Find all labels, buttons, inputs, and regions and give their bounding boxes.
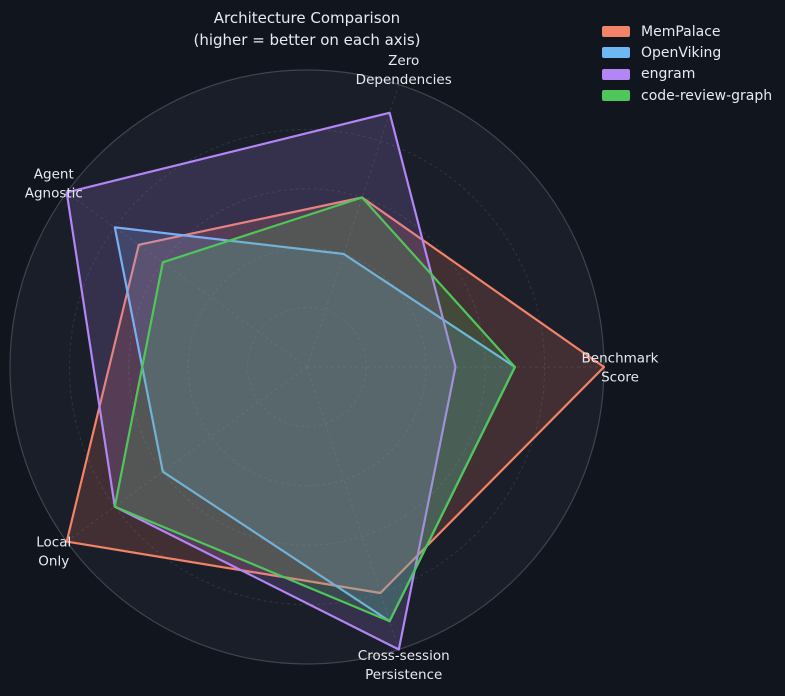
axis-label-zero-dependencies: Zero Dependencies <box>356 53 452 88</box>
legend-swatch-mempalace <box>602 26 630 38</box>
grid-ring <box>187 247 427 487</box>
axis-label-cross-session-persistence: Cross-session Persistence <box>358 648 450 683</box>
legend-swatch-code-review-graph <box>602 90 630 102</box>
series-polygon-engram <box>65 111 457 651</box>
legend-label-mempalace: MemPalace <box>641 23 721 40</box>
grid-ring <box>128 188 486 546</box>
axis-spoke <box>306 366 400 650</box>
legend-item-mempalace: MemPalace <box>602 21 772 42</box>
legend-item-code-review-graph: code-review-graph <box>602 85 772 106</box>
legend: MemPalace OpenViking engram code-review-… <box>602 21 772 106</box>
legend-item-engram: engram <box>602 64 772 85</box>
grid-ring <box>68 128 546 606</box>
legend-swatch-engram <box>602 68 630 80</box>
legend-label-code-review-graph: code-review-graph <box>641 87 773 104</box>
grid-ring <box>247 307 367 427</box>
legend-item-openviking: OpenViking <box>602 42 772 63</box>
axis-spoke <box>66 366 308 542</box>
legend-label-engram: engram <box>641 66 696 83</box>
legend-swatch-openviking <box>602 47 630 59</box>
legend-label-openviking: OpenViking <box>641 44 722 61</box>
axis-label-local-only: Local Only <box>36 535 71 570</box>
axis-label-benchmark-score: Benchmark Score <box>582 351 659 386</box>
axis-spoke <box>66 192 308 368</box>
axis-label-agent-agnostic: Agent Agnostic <box>25 167 83 202</box>
series-polygon-code-review-graph <box>113 196 516 623</box>
axis-spoke <box>306 84 400 368</box>
